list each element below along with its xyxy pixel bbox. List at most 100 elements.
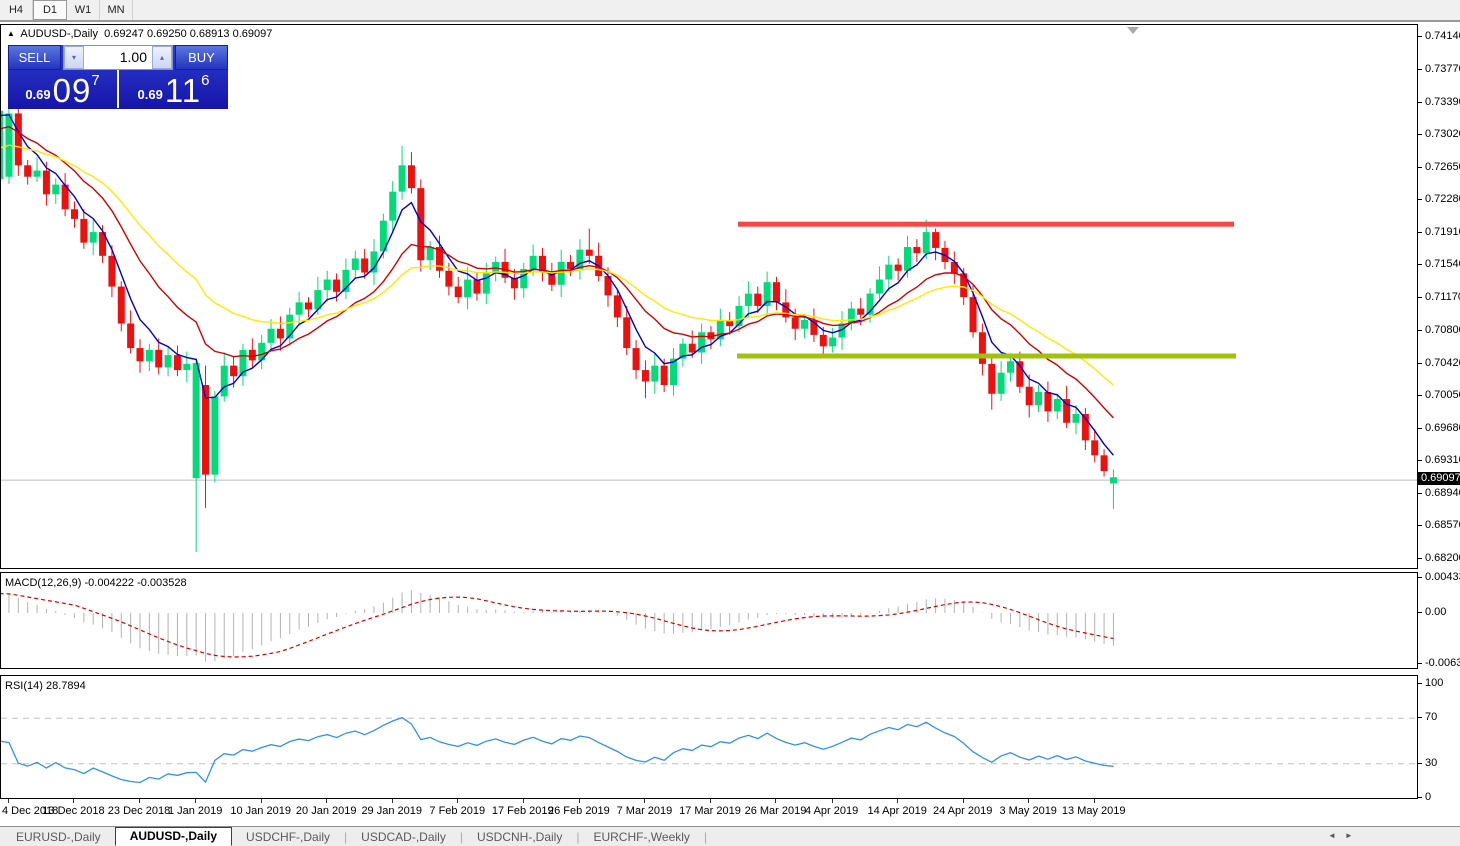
tab-scroll-left-icon[interactable]: ◄: [1328, 831, 1336, 840]
buy-button[interactable]: BUY: [175, 45, 228, 70]
rsi-indicator-window[interactable]: RSI(14) 28.7894: [0, 675, 1418, 799]
timeframe-toolbar: H4 D1 W1 MN: [0, 0, 1460, 22]
sell-price-pipette: 7: [91, 72, 100, 89]
resistance-line[interactable]: [738, 221, 1234, 227]
date-axis-tick: [962, 799, 964, 803]
buy-price-big-digits: 11: [164, 72, 202, 109]
tab-separator: |: [703, 830, 708, 844]
date-axis-label: 4 Apr 2019: [805, 805, 859, 817]
macd-axis-label: 0.00: [1425, 606, 1447, 618]
rsi-axis-label: 70: [1425, 711, 1438, 724]
sell-price-big-digits: 09: [52, 72, 92, 109]
date-axis-tick: [73, 799, 75, 803]
macd-indicator-window[interactable]: MACD(12,26,9) -0.004222 -0.003528: [0, 572, 1418, 669]
price-axis-tick: [1418, 36, 1422, 37]
date-axis-label: 23 Dec 2018: [107, 805, 171, 817]
timeframe-button-w1[interactable]: W1: [67, 0, 100, 20]
main-chart-window[interactable]: [0, 24, 1418, 569]
chart-tab-usdcad[interactable]: USDCAD-,Daily: [361, 830, 446, 844]
date-axis-tick: [775, 799, 777, 803]
collapse-panel-icon[interactable]: ▲: [7, 29, 15, 38]
rsi-label: RSI(14) 28.7894: [5, 680, 86, 692]
price-axis-tick: [1418, 492, 1422, 494]
rsi-axis-label: 0: [1425, 791, 1432, 803]
tab-scroll-right-icon[interactable]: ►: [1344, 831, 1353, 840]
macd-axis-tick: [1418, 662, 1422, 664]
chart-tab-eurusd[interactable]: EURUSD-,Daily: [16, 830, 101, 844]
timeframe-button-d1[interactable]: D1: [33, 0, 67, 20]
sell-price-display[interactable]: 0.69 09 7: [8, 70, 119, 108]
rsi-axis-tick: [1418, 797, 1422, 798]
chart-tab-audusd[interactable]: AUDUSD-,Daily: [114, 827, 233, 846]
date-axis-label: 14 Apr 2019: [867, 805, 927, 817]
one-click-trading-panel: SELL ▾ 1.00 ▴ BUY 0.69 09 7 0.69 11 6: [8, 45, 228, 109]
price-axis-tick: [1418, 68, 1422, 70]
buy-price-prefix: 0.69: [137, 87, 163, 102]
tab-separator: |: [344, 830, 348, 844]
timeframe-button-h4[interactable]: H4: [0, 0, 33, 20]
buy-price-display[interactable]: 0.69 11 6: [119, 70, 228, 108]
volume-increase-button[interactable]: ▴: [152, 46, 172, 69]
volume-spinner: ▾ 1.00 ▴: [63, 45, 173, 70]
chart-tab-usdchf[interactable]: USDCHF-,Daily: [246, 830, 331, 844]
date-axis-tick: [195, 799, 197, 803]
date-axis-tick: [578, 799, 580, 803]
date-axis-tick: [897, 799, 899, 803]
date-axis-tick: [644, 799, 646, 803]
moving-average-line-24: [1, 144, 1114, 386]
date-axis-tick: [831, 799, 833, 803]
timeframe-button-mn[interactable]: MN: [100, 0, 133, 20]
price-axis-tick: [1418, 558, 1422, 559]
rsi-axis-tick: [1418, 717, 1422, 719]
chart-shift-marker-icon: [1127, 27, 1139, 34]
volume-decrease-button[interactable]: ▾: [64, 46, 84, 69]
date-axis-label: 29 Jan 2019: [361, 805, 422, 817]
price-axis-tick: [1418, 362, 1422, 364]
date-axis-label: 13 May 2019: [1061, 805, 1126, 817]
tab-separator: |: [576, 830, 580, 844]
date-axis-tick: [260, 799, 262, 803]
date-axis-label: 13 Dec 2018: [42, 805, 105, 817]
rsi-axis-label: 30: [1425, 756, 1438, 769]
date-axis-tick: [7, 799, 9, 803]
rsi-plot: [1, 716, 1417, 784]
rsi-axis-label: 100: [1425, 677, 1444, 689]
date-axis-tick: [522, 799, 524, 803]
volume-input[interactable]: 1.00: [119, 49, 147, 65]
date-axis-label: 7 Mar 2019: [616, 805, 673, 817]
chart-tab-eurchf[interactable]: EURCHF-,Weekly: [593, 830, 690, 844]
moving-average-line-13: [1, 125, 1114, 419]
candlestick-chart[interactable]: [1, 25, 1417, 568]
symbol-ohlc-values: 0.69247 0.69250 0.68913 0.69097: [104, 28, 273, 40]
date-axis-tick: [1028, 799, 1030, 803]
price-axis-tick: [1418, 166, 1422, 168]
tab-scroll-arrows: ◄ ►: [1328, 831, 1353, 840]
price-axis-tick: [1418, 395, 1422, 397]
chart-tab-usdcnh[interactable]: USDCNH-,Daily: [476, 830, 563, 844]
chart-tabs-bar: EURUSD-,Daily AUDUSD-,Daily USDCHF-,Daily |…: [0, 826, 1460, 846]
moving-average-line-5: [1, 114, 1114, 456]
tab-separator: |: [459, 830, 463, 844]
date-axis-label: 26 Feb 2019: [548, 805, 610, 817]
support-line[interactable]: [737, 353, 1236, 359]
date-axis-tick: [457, 799, 459, 803]
price-axis-tick: [1418, 101, 1422, 103]
macd-axis-tick: [1418, 612, 1422, 613]
price-axis-tick: [1418, 134, 1422, 136]
date-axis-label: 17 Mar 2019: [679, 805, 741, 817]
symbol-info-line: ▲ AUDUSD-,Daily 0.69247 0.69250 0.68913 …: [7, 28, 272, 40]
sell-button[interactable]: SELL: [8, 45, 61, 70]
date-axis[interactable]: 4 Dec 2018 13 Dec 2018 23 Dec 2018 1 Jan 20…: [0, 799, 1418, 826]
